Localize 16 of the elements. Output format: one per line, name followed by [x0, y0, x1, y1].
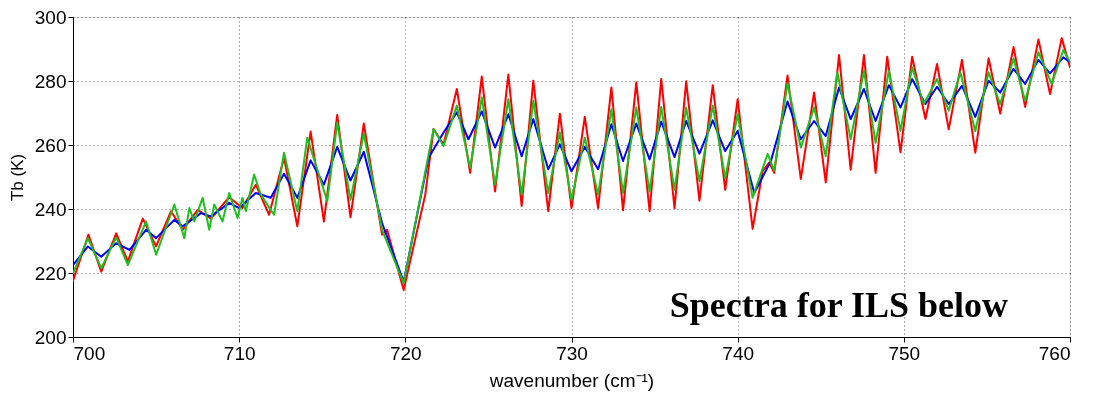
y-tick-label: 240	[34, 198, 67, 220]
y-tick-label: 260	[34, 134, 67, 156]
y-tick-label: 220	[34, 262, 67, 284]
x-axis-title: wavenumber (cm⁻¹)	[488, 369, 655, 391]
x-tick-label: 760	[1038, 342, 1071, 364]
x-tick-label: 700	[73, 342, 106, 364]
x-tick-label: 710	[223, 342, 256, 364]
y-tick-label: 200	[34, 326, 67, 348]
y-tick-label: 280	[34, 70, 67, 92]
y-tick-label: 300	[34, 6, 67, 28]
x-tick-label: 720	[389, 342, 422, 364]
x-tick-label: 730	[556, 342, 588, 364]
annotation: Spectra for ILS below	[669, 285, 1008, 325]
x-tick-label: 750	[888, 342, 921, 364]
y-axis-title: Tb (K)	[7, 153, 27, 202]
x-tick-label: 740	[722, 342, 755, 364]
